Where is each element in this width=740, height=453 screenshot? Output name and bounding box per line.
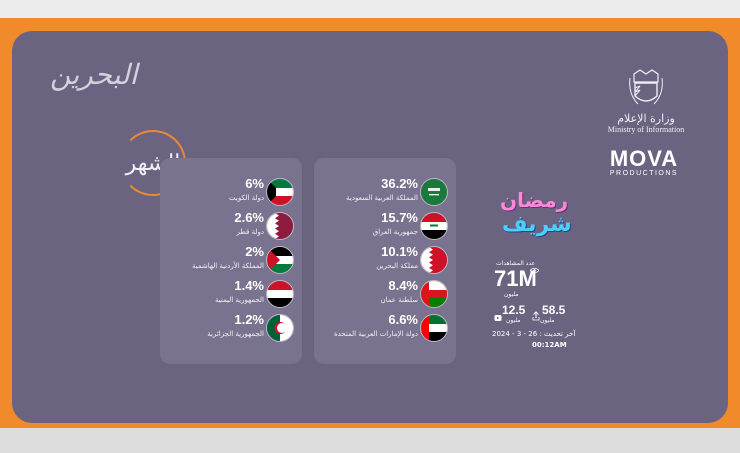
share-icon	[532, 306, 540, 321]
metric-a-value: 58.5	[542, 303, 566, 317]
country-row: 2% المملكة الأردنية الهاشمية	[160, 244, 302, 282]
country-percent: 2.6%	[234, 210, 264, 225]
countries-card-right: 36.2% المملكة العربية السعودية 15.7% جمه…	[314, 158, 456, 364]
qatar-flag-icon	[266, 212, 294, 240]
metric-b-value: 12.5	[502, 303, 526, 317]
metric-b-unit: مليون	[506, 317, 521, 324]
mova-subtitle: PRODUCTIONS	[609, 170, 679, 177]
bahrain-crest-icon	[626, 68, 666, 110]
country-percent: 6.6%	[388, 312, 418, 327]
country-row: 15.7% جمهورية العراق	[314, 210, 456, 248]
mova-wordmark: MOVA	[609, 146, 679, 171]
yemen-flag-icon	[266, 280, 294, 308]
country-percent: 6%	[245, 176, 264, 191]
country-name: الجمهورية اليمنية	[214, 296, 264, 304]
country-percent: 2%	[245, 244, 264, 259]
bahrain-calligraphy-logo: البحرين	[50, 58, 138, 91]
play-icon	[494, 307, 502, 321]
country-name: الجمهورية الجزائرية	[207, 330, 264, 338]
algeria-flag-icon	[266, 314, 294, 342]
ramadan-word: رمضان	[500, 188, 569, 212]
last-updated-time: 00:12AM	[532, 341, 567, 349]
last-updated-label: آخر تحديث : 26 - 3 - 2024	[492, 330, 576, 338]
country-percent: 1.4%	[234, 278, 264, 293]
country-name: المملكة العربية السعودية	[346, 194, 418, 202]
sharif-word: شريف	[502, 212, 572, 237]
country-name: دولة قطر	[236, 228, 264, 236]
ministry-name-ar: وزارة الإعلام	[617, 112, 675, 125]
saudi-flag-icon	[420, 178, 448, 206]
country-row: 2.6% دولة قطر	[160, 210, 302, 248]
mova-logo: MOVA PRODUCTIONS	[600, 146, 688, 177]
uae-flag-icon	[420, 314, 448, 342]
country-name: مملكة البحرين	[376, 262, 418, 270]
kuwait-flag-icon	[266, 178, 294, 206]
country-row: 6% دولة الكويت	[160, 176, 302, 214]
views-value: 71M	[494, 266, 537, 291]
country-row: 8.4% سلطنة عمان	[314, 278, 456, 316]
iraq-flag-icon	[420, 212, 448, 240]
country-row: 10.1% مملكة البحرين	[314, 244, 456, 282]
jordan-flag-icon	[266, 246, 294, 274]
country-row: 6.6% دولة الإمارات العربية المتحدة	[314, 312, 456, 350]
views-unit: مليون	[504, 291, 519, 298]
ministry-logo: وزارة الإعلام Ministry of Information	[596, 68, 696, 134]
oman-flag-icon	[420, 280, 448, 308]
country-row: 36.2% المملكة العربية السعودية	[314, 176, 456, 214]
country-percent: 10.1%	[381, 244, 418, 259]
eye-icon	[529, 259, 540, 274]
country-row: 1.2% الجمهورية الجزائرية	[160, 312, 302, 350]
ramadan-sharif-logo: رمضان شريف	[494, 188, 572, 244]
country-percent: 36.2%	[381, 176, 418, 191]
country-name: سلطنة عمان	[380, 296, 418, 304]
views-label: عدد المشاهدات	[496, 260, 536, 267]
country-name: دولة الكويت	[229, 194, 264, 202]
country-percent: 15.7%	[381, 210, 418, 225]
countries-card-left: 6% دولة الكويت 2.6% دولة قطر 2% المملكة …	[160, 158, 302, 364]
country-name: المملكة الأردنية الهاشمية	[191, 262, 264, 270]
country-row: 1.4% الجمهورية اليمنية	[160, 278, 302, 316]
ministry-name-en: Ministry of Information	[607, 125, 685, 134]
metric-a-unit: مليون	[540, 317, 555, 324]
country-name: دولة الإمارات العربية المتحدة	[333, 330, 418, 338]
country-percent: 1.2%	[234, 312, 264, 327]
country-name: جمهورية العراق	[372, 228, 418, 236]
bahrain-flag-icon	[420, 246, 448, 274]
country-percent: 8.4%	[388, 278, 418, 293]
